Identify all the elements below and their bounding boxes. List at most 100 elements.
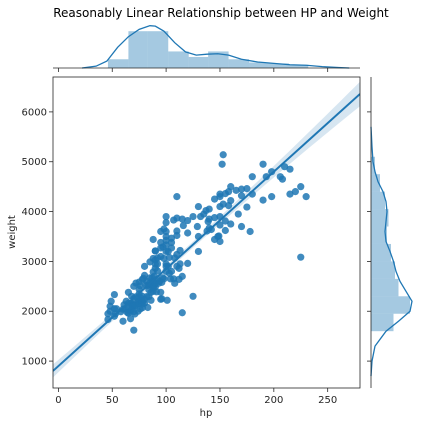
scatter-point — [176, 246, 184, 255]
scatter-point — [189, 292, 197, 300]
y-tick-label: 5000 — [22, 157, 47, 168]
scatter-point — [194, 202, 203, 211]
top-hist-bar — [107, 59, 129, 68]
scatter-point — [179, 221, 187, 230]
scatter-point — [216, 190, 224, 198]
scatter-point — [184, 216, 192, 225]
scatter-point — [167, 238, 176, 247]
right-hist-bar — [371, 278, 399, 297]
right-marginal — [367, 77, 413, 388]
scatter-point — [215, 232, 223, 240]
scatter-point — [210, 195, 219, 203]
scatter-points — [104, 151, 310, 334]
y-tick-label: 1000 — [22, 357, 47, 368]
scatter-point — [227, 183, 235, 191]
scatter-point — [268, 193, 276, 201]
scatter-point — [184, 229, 192, 237]
right-hist-bar — [371, 261, 395, 279]
top-hist-bar — [147, 31, 169, 68]
right-hist-bar — [371, 156, 375, 175]
right-hist-bar — [371, 209, 389, 227]
scatter-point — [178, 272, 186, 280]
top-hist-bar — [249, 62, 269, 68]
scatter-point — [130, 326, 138, 334]
scatter-point — [205, 205, 213, 213]
scatter-point — [147, 296, 155, 304]
scatter-point — [302, 193, 310, 201]
scatter-point — [162, 227, 170, 236]
scatter-point — [227, 197, 235, 205]
right-marginal-kde — [370, 126, 413, 377]
scatter-point — [110, 290, 118, 299]
scatter-point — [286, 190, 294, 198]
main-plot: 0 50 100 150 200 250 1000 2000 3000 4000 5000 6000… — [7, 76, 361, 419]
y-tick-label: 2000 — [22, 307, 47, 318]
scatter-point — [237, 185, 246, 193]
y-tick-label: 6000 — [22, 107, 47, 118]
top-hist-bar — [208, 51, 229, 68]
y-tick-label: 3000 — [22, 257, 47, 268]
scatter-point — [157, 288, 165, 296]
top-hist-bar — [188, 56, 209, 68]
scatter-point — [153, 267, 162, 275]
scatter-point — [173, 193, 181, 201]
scatter-point — [232, 186, 240, 194]
scatter-point — [243, 203, 251, 211]
scatter-point — [210, 213, 219, 222]
top-hist-bar — [288, 64, 309, 68]
right-hist-bar — [371, 313, 394, 332]
scatter-point — [189, 212, 197, 221]
y-axis: 1000 2000 3000 4000 5000 6000 — [22, 107, 53, 368]
scatter-point — [216, 237, 224, 246]
y-axis-label: weight — [7, 215, 18, 249]
top-hist-bar — [268, 63, 289, 68]
scatter-point — [297, 183, 305, 191]
right-hist-bar — [371, 296, 410, 314]
scatter-point — [178, 309, 186, 317]
scatter-point — [163, 296, 171, 304]
scatter-point — [162, 218, 170, 227]
scatter-point — [151, 247, 159, 255]
scatter-point — [259, 160, 267, 168]
scatter-point — [243, 185, 251, 193]
right-hist-bar — [371, 226, 387, 244]
y-tick-label: 4000 — [22, 207, 47, 218]
scatter-point — [149, 235, 157, 244]
scatter-point — [227, 220, 235, 228]
scatter-point — [136, 282, 144, 290]
scatter-point — [176, 260, 184, 268]
regression-line — [53, 93, 360, 372]
scatter-point — [237, 192, 246, 200]
scatter-point — [140, 262, 149, 270]
chart-title: Reasonably Linear Relationship between H… — [53, 6, 389, 20]
scatter-point — [160, 254, 168, 263]
top-marginal-hist — [107, 31, 309, 68]
right-hist-bar — [371, 191, 385, 210]
x-axis-label: hp — [200, 408, 213, 419]
scatter-point — [144, 303, 152, 312]
scatter-point — [218, 160, 226, 168]
x-tick-label: 50 — [106, 395, 119, 406]
top-hist-bar — [168, 51, 189, 68]
scatter-point — [221, 226, 229, 235]
scatter-point — [126, 315, 135, 323]
scatter-point — [237, 222, 246, 231]
scatter-point — [194, 247, 203, 256]
scatter-point — [165, 253, 173, 262]
scatter-point — [119, 317, 127, 325]
x-axis: 0 50 100 150 200 250 — [55, 388, 337, 406]
x-tick-label: 100 — [157, 395, 176, 406]
x-tick-label: 200 — [264, 395, 283, 406]
top-marginal-kde — [81, 25, 350, 69]
scatter-point — [286, 165, 294, 173]
scatter-point — [246, 227, 254, 236]
scatter-point — [276, 173, 284, 181]
scatter-point — [262, 173, 270, 181]
scatter-point — [291, 188, 299, 196]
scatter-point — [104, 315, 112, 324]
scatter-point — [219, 151, 227, 159]
scatter-point — [173, 214, 181, 222]
scatter-point — [167, 244, 176, 252]
scatter-point — [184, 259, 192, 268]
scatter-point — [234, 210, 242, 218]
